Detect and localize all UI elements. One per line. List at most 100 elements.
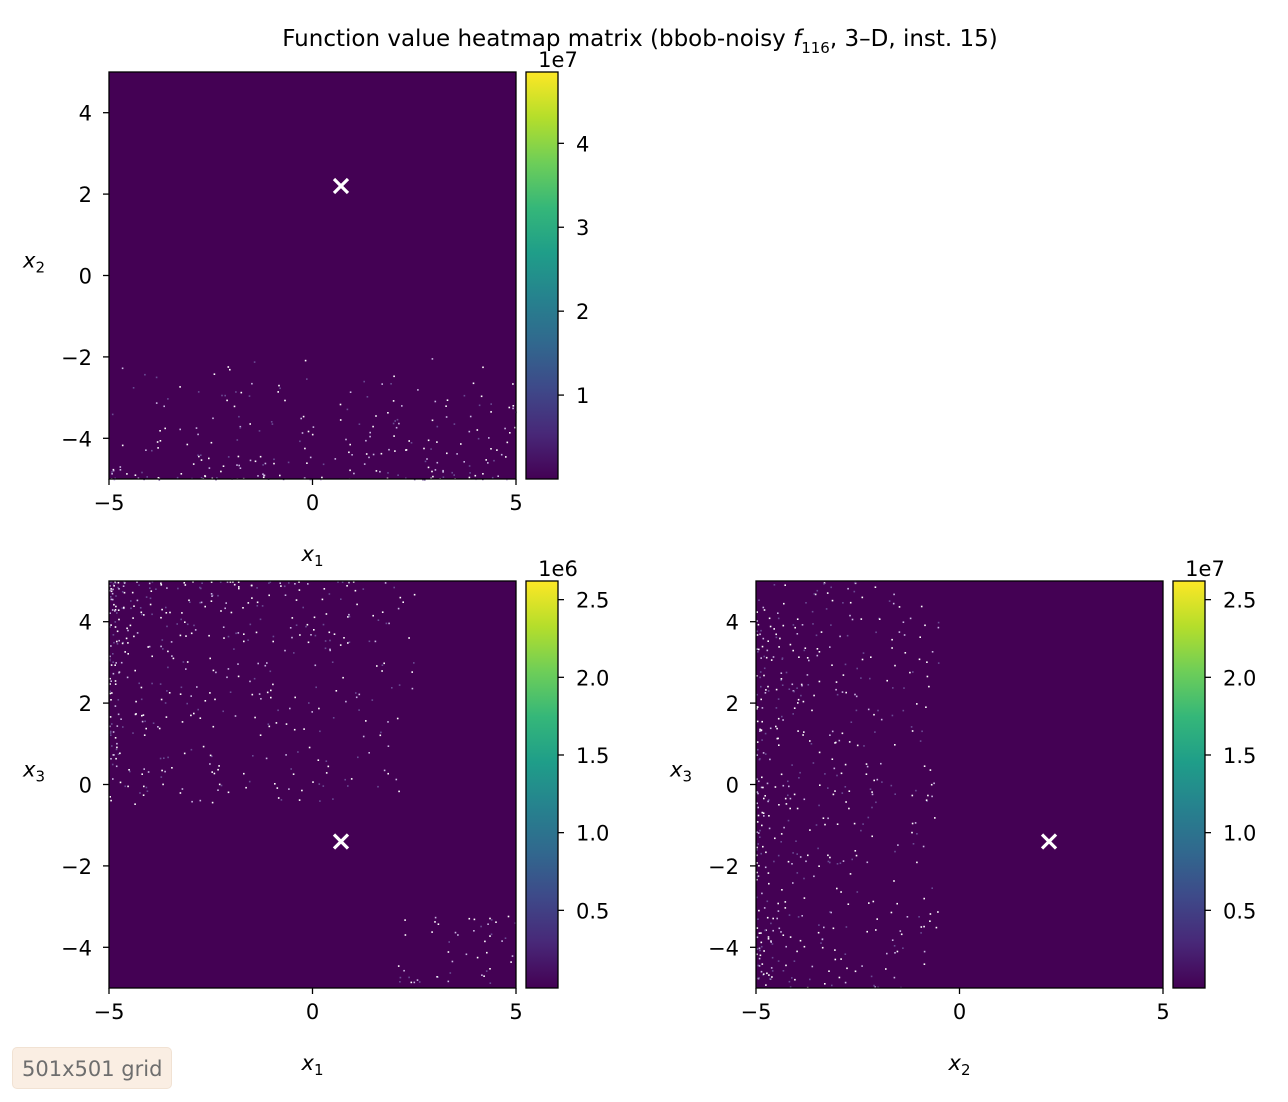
noise-dot bbox=[179, 693, 182, 695]
noise-dot bbox=[813, 694, 815, 697]
noise-dot bbox=[460, 443, 462, 445]
noise-dot bbox=[512, 383, 514, 385]
noise-dot bbox=[189, 601, 191, 603]
noise-dot bbox=[823, 926, 825, 929]
noise-dot bbox=[111, 592, 114, 595]
noise-dot bbox=[186, 623, 189, 626]
noise-dot bbox=[221, 394, 223, 397]
noise-dot bbox=[854, 693, 856, 696]
noise-dot bbox=[763, 609, 766, 611]
noise-dot bbox=[756, 849, 758, 851]
noise-dot bbox=[110, 758, 112, 760]
noise-dot bbox=[758, 965, 761, 967]
noise-dot bbox=[381, 611, 384, 613]
noise-dot bbox=[878, 618, 881, 620]
noise-dot bbox=[383, 662, 385, 665]
x-tick-label: 5 bbox=[509, 1000, 522, 1024]
noise-dot bbox=[304, 447, 306, 450]
noise-dot bbox=[410, 981, 413, 984]
x-tick-label: 0 bbox=[306, 1000, 319, 1024]
noise-dot bbox=[880, 762, 882, 765]
noise-dot bbox=[796, 633, 799, 635]
noise-dot bbox=[209, 754, 212, 757]
noise-dot bbox=[481, 974, 483, 976]
noise-dot bbox=[317, 759, 320, 761]
noise-dot bbox=[756, 854, 758, 857]
noise-dot bbox=[844, 981, 847, 984]
y-tick-label: −2 bbox=[61, 855, 92, 879]
noise-dot bbox=[926, 661, 928, 663]
noise-dot bbox=[351, 454, 353, 456]
noise-dot bbox=[148, 582, 151, 585]
noise-dot bbox=[757, 651, 759, 653]
noise-dot bbox=[398, 684, 401, 686]
noise-dot bbox=[236, 464, 238, 466]
noise-dot bbox=[772, 656, 775, 658]
noise-dot bbox=[342, 676, 344, 679]
noise-dot bbox=[756, 754, 758, 756]
colorbar: 1 2 3 4 1e7 bbox=[525, 48, 589, 480]
noise-dot bbox=[132, 479, 134, 481]
noise-dot bbox=[789, 936, 792, 938]
noise-dot bbox=[392, 422, 395, 425]
noise-dot bbox=[896, 950, 899, 953]
noise-dot bbox=[185, 668, 187, 670]
noise-dot bbox=[775, 636, 778, 639]
colorbar-frame bbox=[1172, 580, 1206, 989]
noise-dot bbox=[374, 640, 377, 643]
noise-dot bbox=[869, 677, 871, 680]
noise-dot bbox=[835, 688, 837, 691]
noise-dot bbox=[911, 831, 913, 834]
noise-dot bbox=[809, 740, 811, 742]
noise-dot bbox=[294, 583, 296, 585]
noise-dot bbox=[404, 934, 407, 936]
noise-dot bbox=[766, 972, 768, 975]
noise-dot bbox=[477, 437, 480, 440]
noise-dot bbox=[116, 725, 119, 727]
noise-dot bbox=[225, 602, 227, 604]
noise-dot bbox=[792, 624, 795, 626]
noise-dot bbox=[848, 741, 851, 743]
noise-dot bbox=[836, 693, 839, 696]
noise-dot bbox=[506, 441, 509, 444]
noise-dot bbox=[930, 783, 933, 786]
noise-dot bbox=[192, 581, 194, 583]
noise-dot bbox=[301, 789, 303, 792]
noise-dot bbox=[756, 630, 758, 633]
noise-dot bbox=[141, 471, 143, 474]
noise-dot bbox=[411, 687, 414, 690]
noise-dot bbox=[324, 640, 327, 642]
noise-dot bbox=[465, 953, 468, 956]
noise-dot bbox=[791, 764, 793, 766]
noise-dot bbox=[773, 584, 776, 586]
noise-dot bbox=[776, 727, 778, 730]
noise-dot bbox=[149, 597, 152, 600]
noise-dot bbox=[771, 976, 773, 978]
noise-dot bbox=[761, 824, 763, 827]
noise-dot bbox=[280, 585, 282, 587]
x-tick-label: −5 bbox=[94, 491, 125, 515]
noise-dot bbox=[278, 384, 280, 387]
noise-dot bbox=[803, 798, 806, 801]
noise-dot bbox=[796, 807, 799, 810]
noise-dot bbox=[264, 664, 267, 667]
noise-dot bbox=[235, 391, 237, 393]
noise-dot bbox=[482, 366, 484, 369]
noise-dot bbox=[299, 440, 301, 443]
noise-dot bbox=[827, 860, 830, 863]
noise-dot bbox=[764, 753, 767, 755]
noise-dot bbox=[381, 664, 384, 666]
noise-dot bbox=[890, 911, 893, 914]
noise-dot bbox=[865, 773, 868, 775]
noise-dot bbox=[270, 421, 273, 423]
noise-dot bbox=[318, 783, 321, 785]
noise-dot bbox=[832, 793, 835, 796]
noise-dot bbox=[115, 748, 118, 751]
noise-dot bbox=[761, 707, 764, 709]
noise-dot bbox=[212, 417, 214, 420]
noise-dot bbox=[806, 674, 809, 676]
noise-dot bbox=[279, 474, 281, 477]
noise-dot bbox=[328, 593, 331, 595]
noise-dot bbox=[355, 692, 357, 694]
noise-dot bbox=[306, 378, 308, 380]
